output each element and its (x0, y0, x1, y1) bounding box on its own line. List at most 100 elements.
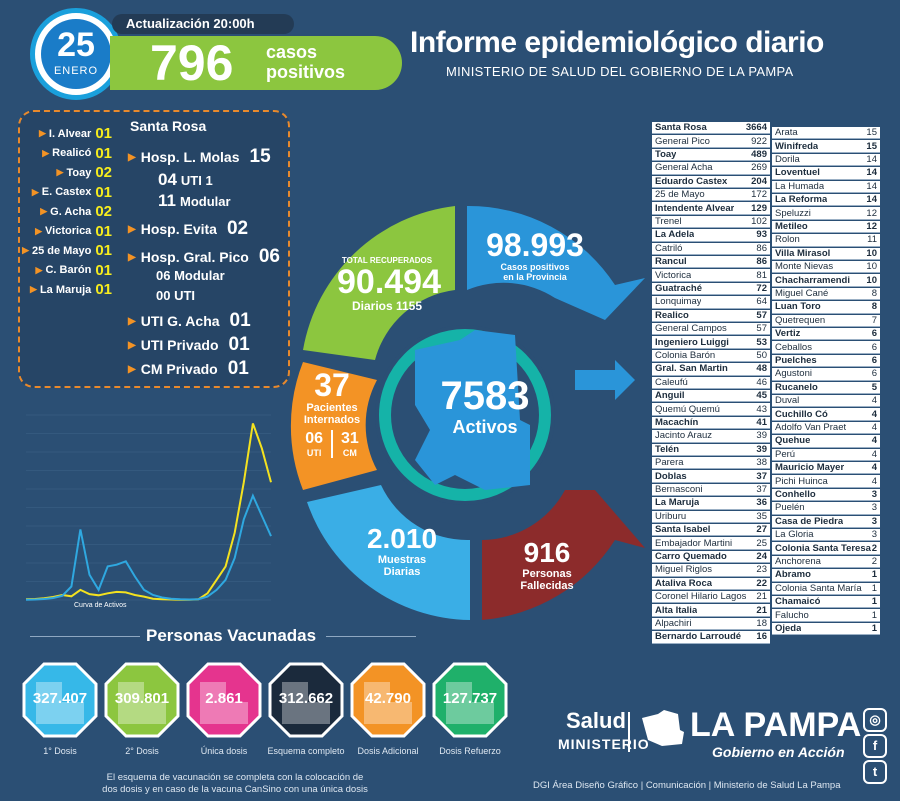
table-row: Chamaicó 1 (772, 596, 880, 609)
hosp-cm-count: 31 (341, 430, 359, 447)
cm-privado: ▶ CM Privado 01 (128, 358, 249, 380)
hosp-uti-count: 06 (305, 430, 323, 447)
table-row: Agustoni 6 (772, 368, 880, 381)
row-count: 2 (871, 542, 877, 554)
row-count: 4 (871, 395, 877, 407)
row-locality: Winifreda (775, 140, 819, 152)
row-locality: Rolon (775, 234, 800, 246)
row-locality: Luan Toro (775, 301, 821, 313)
hospitalized-segment (290, 362, 377, 490)
hosp-pico-name: Hosp. Gral. Pico (140, 249, 249, 265)
row-count: 21 (756, 591, 767, 603)
table-row: General Campos 57 (652, 323, 770, 336)
facebook-icon[interactable]: f (863, 734, 887, 758)
row-count: 4 (871, 475, 877, 487)
row-locality: Catriló (655, 242, 683, 254)
cm-priv-name: CM Privado (140, 361, 218, 377)
table-row: Chacharramendi 10 (772, 274, 880, 287)
hospitalized-text: 37 Pacientes Internados 06 UTI 31 CM (287, 368, 377, 458)
table-row: Bernasconi 37 (652, 483, 770, 497)
row-count: 10 (866, 274, 877, 286)
deaths-text: 916 Personas Fallecidas (497, 537, 597, 593)
pico-uti: 00 UTI (156, 288, 196, 303)
arrow-icon: ▶ (128, 339, 136, 351)
arrow-icon: ▶ (35, 225, 43, 236)
vaccine-badge: 312.662 (268, 662, 344, 738)
recovered-segment (303, 206, 455, 360)
row-locality: Santa Isabel (655, 524, 711, 536)
row-locality: Lonquimay (655, 296, 702, 308)
table-row: Miguel Cané 8 (772, 287, 880, 301)
date-month: ENERO (53, 65, 99, 77)
row-count: 37 (756, 483, 767, 495)
vaccine-octagon-icon (104, 662, 180, 738)
row-count: 10 (866, 247, 877, 259)
row-locality: Victorica (655, 269, 692, 281)
row-locality: Gral. San Martin (655, 363, 728, 375)
row-count: 24 (756, 550, 767, 562)
row-locality: Miguel Cané (775, 287, 829, 299)
positive-label-line1: casos (266, 42, 318, 62)
row-count: 41 (756, 416, 767, 428)
table-row: Arata 15 (772, 127, 880, 140)
table-row: La Humada 14 (772, 180, 880, 193)
locality-item: ▶ Toay 02 (57, 164, 112, 181)
row-locality: General Pico (655, 135, 710, 147)
row-count: 57 (756, 309, 767, 321)
table-row: Ataliva Roca 22 (652, 577, 770, 590)
arrow-icon: ▶ (40, 206, 48, 216)
hosp-pico: ▶ Hosp. Gral. Pico 06 (128, 246, 280, 268)
row-count: 10 (866, 261, 877, 273)
row-locality: Colonia Santa Teresa (775, 542, 871, 554)
locality-table-2: Arata 15 Winifreda 15 Dorila 14 Loventuel 14 La … (772, 127, 880, 636)
row-locality: Falucho (775, 609, 809, 621)
positive-label-line2: positivos (266, 62, 346, 82)
vaccine-octagon-icon (350, 662, 426, 738)
salud-logo: Salud (566, 708, 626, 733)
pico-modular: 06 Modular (156, 268, 225, 283)
instagram-icon[interactable]: ◎ (863, 708, 887, 732)
row-count: 1 (871, 582, 877, 594)
row-count: 38 (756, 457, 767, 469)
locality-name: Toay (66, 166, 92, 179)
table-row: Anguil 45 (652, 390, 770, 403)
table-row: Casa de Piedra 3 (772, 515, 880, 528)
deaths-value: 916 (523, 537, 571, 568)
vaccine-badge: 327.407 (22, 662, 98, 738)
arrow-right-icon (575, 360, 635, 400)
row-count: 46 (756, 376, 767, 388)
row-count: 3 (871, 515, 877, 527)
row-count: 39 (756, 430, 767, 442)
row-locality: Puelches (775, 354, 817, 366)
row-count: 172 (751, 189, 767, 201)
locality-name: I. Alvear (48, 127, 92, 140)
locality-count: 01 (95, 222, 112, 240)
locality-item: ▶ Victorica 01 (35, 223, 112, 240)
table-row: Quemú Quemú 43 (652, 403, 770, 416)
twitter-icon[interactable]: t (863, 760, 887, 784)
row-locality: Quemú Quemú (655, 403, 720, 415)
locality-count: 01 (95, 281, 112, 298)
row-count: 3 (871, 488, 877, 500)
molas-mod-label: Modular (179, 194, 231, 209)
row-count: 72 (756, 282, 767, 294)
arrow-icon: ▶ (128, 251, 136, 263)
locality-item: ▶ 25 de Mayo 01 (22, 242, 112, 259)
active-value: 7583 (440, 374, 530, 418)
active-text: 7583 Activos (425, 375, 545, 438)
recovered-value: 90.494 (337, 263, 441, 301)
row-locality: Vertiz (775, 328, 801, 340)
row-count: 27 (756, 524, 767, 536)
locality-count: 01 (95, 183, 112, 201)
hosp-molas-count: 15 (249, 146, 271, 167)
vaccine-octagon-icon (432, 662, 508, 738)
row-locality: Intendente Alvear (655, 202, 735, 214)
table-row: Guatraché 72 (652, 282, 770, 296)
table-row: Uriburu 35 (652, 510, 770, 523)
active-label: Activos (452, 417, 518, 437)
row-locality: Ceballos (775, 341, 812, 353)
vaccine-badge: 127.737 (432, 662, 508, 738)
divider (30, 636, 140, 637)
table-row: Realico 57 (652, 309, 770, 322)
table-row: Embajador Martini 25 (652, 537, 770, 550)
